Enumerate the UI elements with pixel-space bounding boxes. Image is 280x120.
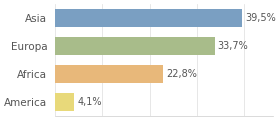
Text: 22,8%: 22,8% bbox=[166, 69, 197, 79]
Text: 4,1%: 4,1% bbox=[77, 97, 102, 107]
Bar bbox=[55, 65, 163, 83]
Text: 39,5%: 39,5% bbox=[245, 13, 276, 23]
Text: 33,7%: 33,7% bbox=[218, 41, 248, 51]
Bar bbox=[55, 93, 74, 111]
Bar bbox=[55, 37, 215, 55]
Bar bbox=[55, 9, 242, 27]
